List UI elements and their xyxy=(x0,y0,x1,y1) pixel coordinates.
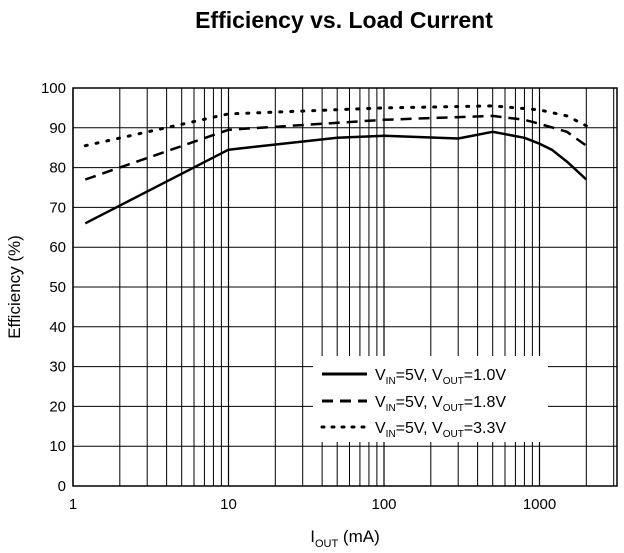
y-axis-label: Efficiency (%) xyxy=(5,235,24,339)
series-line-dotted xyxy=(83,104,588,148)
plot-frame xyxy=(72,87,618,487)
y-tick-label: 50 xyxy=(49,279,66,296)
x-tick-label: 10 xyxy=(220,496,237,513)
legend-1-sub-in: IN xyxy=(386,376,396,387)
legend: VIN=5V, VOUT=1.0V VIN=5V, VOUT=1.8V VIN=… xyxy=(313,356,548,442)
y-tick-label: 100 xyxy=(41,80,66,97)
legend-3-sub-in: IN xyxy=(386,429,396,440)
y-tick-label: 70 xyxy=(49,199,66,216)
y-tick-label: 90 xyxy=(49,120,66,137)
x-axis-label-unit: (mA) xyxy=(338,527,380,546)
y-tick-label: 40 xyxy=(49,319,66,336)
series-lines xyxy=(83,104,588,225)
series-line-dashed xyxy=(84,114,588,181)
chart-title: Efficiency vs. Load Current xyxy=(195,7,493,33)
y-tick-label: 30 xyxy=(49,359,66,376)
legend-entry-1: VIN=5V, VOUT=1.0V xyxy=(375,367,506,387)
legend-entry-2: VIN=5V, VOUT=1.8V xyxy=(375,394,506,414)
y-tick-labels: 0 10 20 30 40 50 60 70 80 90 100 xyxy=(41,80,66,495)
legend-2-sub-in: IN xyxy=(386,403,396,414)
legend-3-sub-out: OUT xyxy=(443,429,464,440)
series-line-solid xyxy=(84,130,588,225)
legend-entry-3: VIN=5V, VOUT=3.3V xyxy=(375,420,506,440)
legend-2-sub-out: OUT xyxy=(443,403,464,414)
y-tick-label: 0 xyxy=(58,478,66,495)
x-axis-label-main: I xyxy=(310,527,315,546)
x-tick-label: 1000 xyxy=(523,496,556,513)
legend-1-sub-out: OUT xyxy=(443,376,464,387)
y-tick-label: 60 xyxy=(49,239,66,256)
x-axis-label-subscript: OUT xyxy=(315,538,339,550)
x-axis-label: IOUT (mA) xyxy=(310,527,380,550)
x-tick-labels: 1 10 100 1000 xyxy=(69,496,556,513)
y-tick-label: 80 xyxy=(49,160,66,177)
y-tick-label: 20 xyxy=(49,398,66,415)
x-tick-label: 1 xyxy=(69,496,77,513)
x-tick-label: 100 xyxy=(371,496,396,513)
y-tick-label: 10 xyxy=(49,438,66,455)
